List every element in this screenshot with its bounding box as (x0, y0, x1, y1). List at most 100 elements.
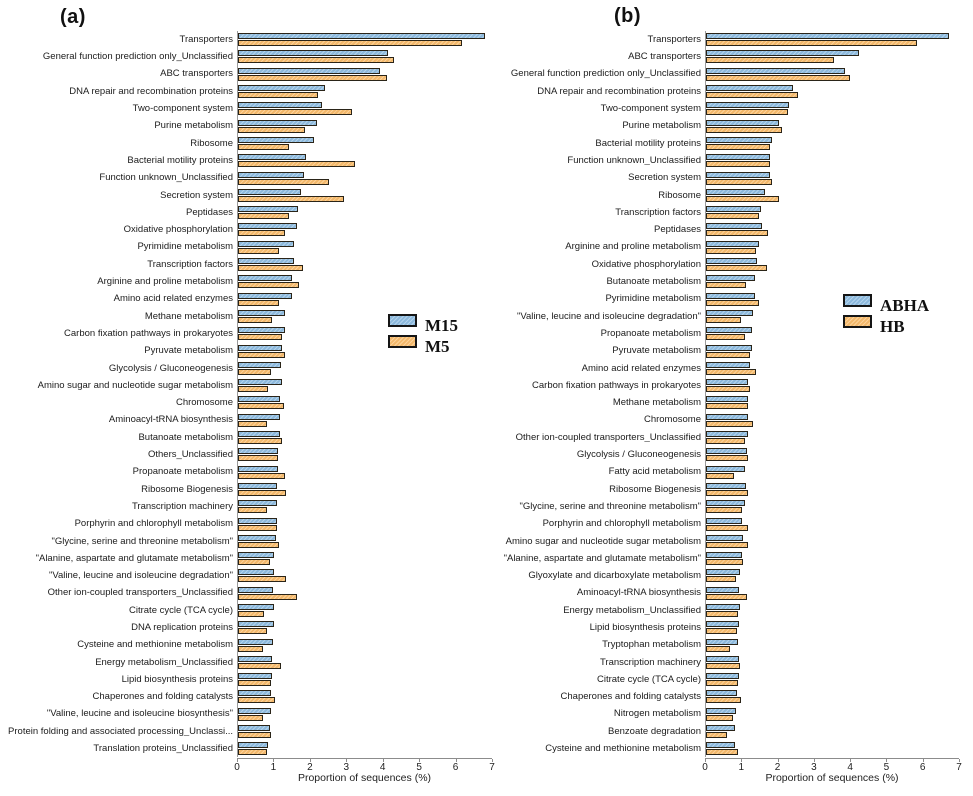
bar-hb (706, 438, 746, 445)
bar-track (705, 273, 959, 291)
bar-m5 (238, 593, 298, 600)
chart-row: Propanoate metabolism (0, 463, 492, 481)
chart-row: Other ion-coupled transporters_Unclassif… (495, 428, 959, 447)
x-tick (777, 759, 779, 762)
bar-track (237, 463, 492, 481)
legend-item: M15 (388, 314, 459, 335)
category-label: Propanoate metabolism (600, 328, 701, 339)
bar-track (705, 411, 959, 429)
x-tick (419, 759, 421, 762)
bar-m15 (238, 413, 280, 420)
chart-row: Energy metabolism_Unclassified (495, 601, 959, 620)
bar-track (237, 670, 492, 689)
chart-row: Cysteine and methionine metabolism (495, 740, 959, 758)
category-label: Arginine and proline metabolism (97, 277, 233, 287)
panel-a-x-axis-label: Proportion of sequences (%) (297, 772, 432, 784)
bar-abha (706, 206, 762, 213)
bar-m5 (238, 143, 289, 150)
bar-m5 (238, 610, 264, 617)
legend-label: M15 (425, 316, 459, 335)
chart-row: Peptidases (495, 221, 959, 239)
chart-row: Other ion-coupled transporters_Unclassif… (0, 584, 492, 602)
chart-row: Chromosome (0, 394, 492, 412)
chart-row: Transcription factors (0, 255, 492, 274)
legend-item: HB (843, 315, 929, 335)
bar-abha (706, 240, 759, 247)
category-label: Bacterial motility proteins (595, 138, 701, 149)
bar-m15 (238, 275, 292, 282)
bar-hb (706, 455, 749, 462)
bar-m5 (238, 559, 271, 566)
chart-row: Amino sugar and nucleotide sugar metabol… (495, 532, 959, 550)
bar-track (705, 325, 959, 343)
bar-track (705, 670, 959, 689)
bar-m15 (238, 223, 297, 230)
category-label: Citrate cycle (TCA cycle) (129, 605, 233, 616)
category-label: Peptidases (185, 207, 233, 218)
x-tick (492, 759, 493, 762)
bar-m15 (238, 725, 271, 732)
bar-abha (706, 85, 793, 92)
category-label: Glycolysis / Gluconeogenesis (576, 450, 701, 460)
bar-track (705, 65, 959, 83)
category-label: "Alanine, aspartate and glutamate metabo… (503, 553, 701, 564)
x-tick-label: 2 (307, 762, 313, 773)
chart-row: Lipid biosynthesis proteins (0, 670, 492, 689)
bar-m15 (238, 379, 282, 386)
bar-m5 (238, 334, 282, 341)
chart-row: Protein folding and associated processin… (0, 722, 492, 741)
bar-hb (706, 316, 742, 323)
bar-track (705, 82, 959, 101)
bar-m15 (238, 327, 285, 334)
chart-row: General function prediction only_Unclass… (495, 65, 959, 83)
chart-row: Amino acid related enzymes (0, 290, 492, 308)
chart-row: Chaperones and folding catalysts (0, 688, 492, 706)
bar-hb (706, 420, 753, 427)
bar-m5 (238, 126, 305, 133)
bar-track (705, 428, 959, 447)
bar-hb (706, 628, 737, 635)
bar-abha (706, 725, 736, 732)
category-label: Other ion-coupled transporters_Unclassif… (515, 432, 701, 443)
category-label: "Valine, leucine and isoleucine degradat… (516, 311, 701, 322)
bar-m15 (238, 154, 306, 161)
bar-track (705, 653, 959, 671)
chart-row: Carbon fixation pathways in prokaryotes (0, 325, 492, 343)
bar-hb (706, 40, 917, 47)
category-label: "Glycine, serine and threonine metabolis… (519, 501, 701, 512)
bar-track (705, 307, 959, 326)
bar-track (705, 722, 959, 741)
bar-abha (706, 292, 755, 299)
bar-m5 (238, 368, 271, 375)
chart-row: Purine metabolism (0, 117, 492, 135)
bar-track (705, 567, 959, 585)
bar-hb (706, 247, 757, 254)
x-tick-label: 5 (883, 762, 890, 773)
bar-track (237, 584, 492, 602)
category-label: Ribosome (658, 190, 701, 201)
category-label: Glyoxylate and dicarboxylate metabolism (528, 571, 701, 581)
bar-abha (706, 258, 757, 265)
bar-track (237, 134, 492, 153)
bar-m5 (238, 247, 280, 254)
category-label: Two-component system (132, 104, 233, 114)
bar-hb (706, 334, 745, 341)
category-label: Aminoacyl-tRNA biosynthesis (576, 588, 701, 598)
bar-m15 (238, 136, 315, 143)
category-label: Amino sugar and nucleotide sugar metabol… (505, 536, 701, 546)
bar-abha (706, 690, 737, 697)
chart-row: Secretion system (495, 169, 959, 187)
bar-track (237, 65, 492, 83)
bar-abha (706, 154, 770, 161)
bar-hb (706, 541, 749, 548)
bar-hb (706, 489, 748, 496)
bar-track (705, 463, 959, 481)
bar-hb (706, 178, 773, 185)
bar-hb (706, 126, 783, 133)
bar-abha (706, 119, 779, 126)
chart-row: Ribosome (495, 186, 959, 204)
bar-m5 (238, 40, 463, 47)
chart-row: Arginine and proline metabolism (495, 238, 959, 256)
category-label: Tryptophan metabolism (602, 640, 701, 650)
legend-swatch-abha (843, 294, 872, 307)
